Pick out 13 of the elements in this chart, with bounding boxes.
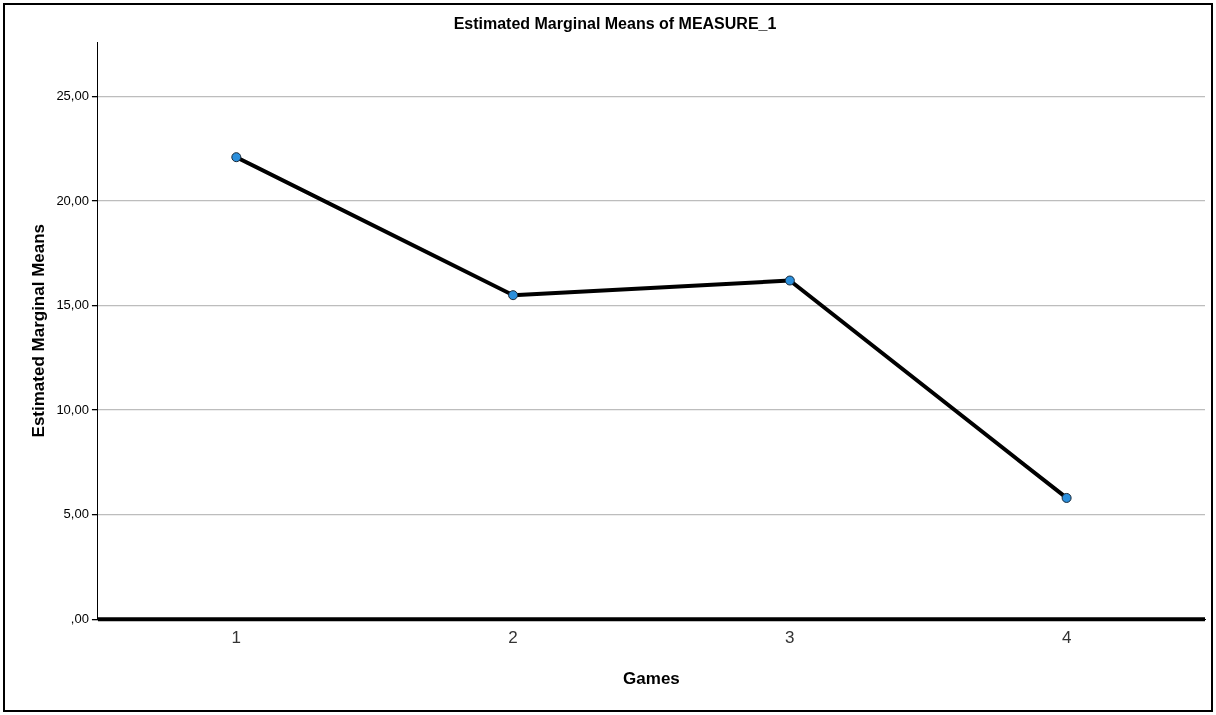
x-tick-label: 1 [231,628,242,648]
x-tick-label: 2 [508,628,518,648]
y-tick-label: 10,00 [56,401,89,417]
y-tick-label: 15,00 [56,297,89,313]
x-tick-label: 4 [1061,628,1072,648]
y-tick-label: 5,00 [63,506,89,522]
y-tick-label: 20,00 [56,192,89,208]
x-tick-label: 3 [785,628,795,648]
chart-title: Estimated Marginal Means of MEASURE_1 [453,15,777,33]
x-axis-title: Games [623,669,680,689]
y-tick-label: ,00 [70,610,89,626]
y-tick-label: 25,00 [56,88,89,104]
y-axis-title: Estimated Marginal Means [28,223,48,438]
